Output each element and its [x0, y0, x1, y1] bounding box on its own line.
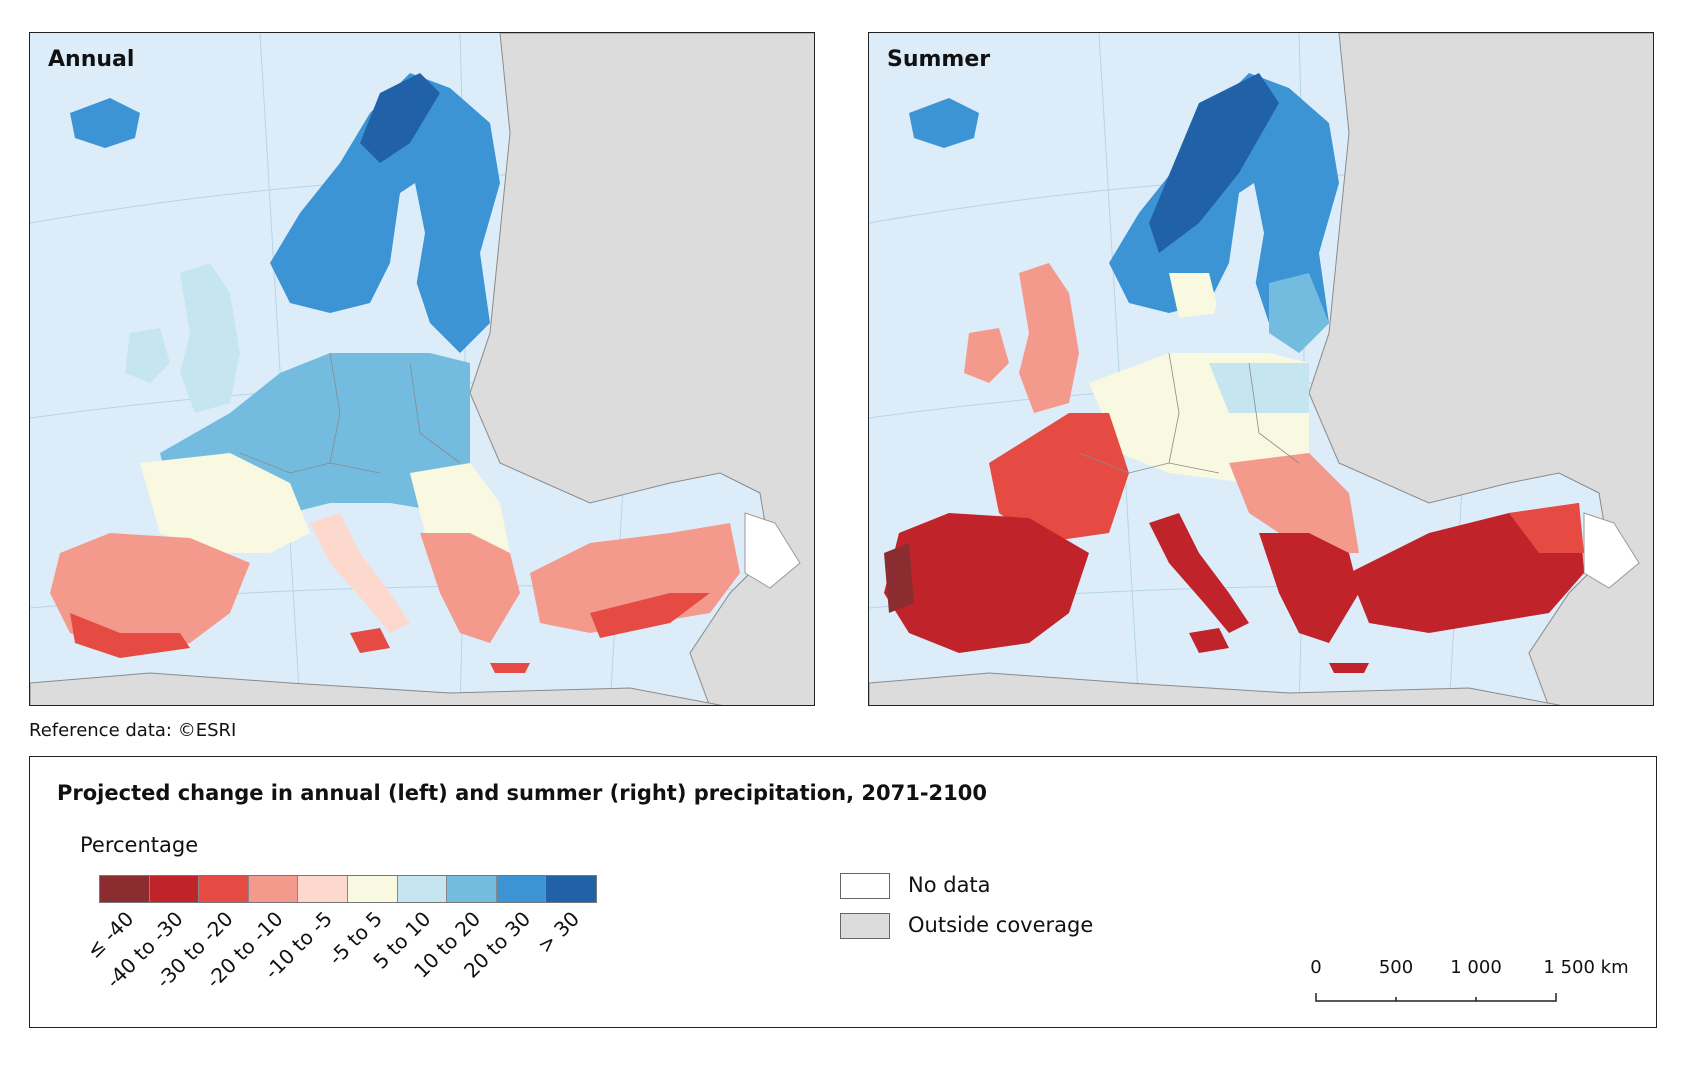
map-panel-summer: Summer [868, 32, 1654, 706]
legend-swatch [149, 876, 200, 902]
map-panel-annual: Annual [29, 32, 815, 706]
legend-subtitle: Percentage [80, 833, 199, 857]
panel-title-annual: Annual [48, 47, 135, 72]
no-data-label: No data [908, 873, 991, 897]
reference-credit: Reference data: ©ESRI [29, 720, 237, 741]
legend-swatch [447, 876, 497, 902]
color-scale [99, 875, 597, 903]
outside-coverage-label: Outside coverage [908, 913, 1094, 937]
scale-tick-label: 0 [1310, 957, 1322, 978]
scale-tick-label: 1 000 [1450, 957, 1502, 978]
legend-class-label: > 30 [532, 906, 585, 958]
legend-swatch [248, 876, 299, 902]
scale-tick-label: 1 500 km [1543, 957, 1629, 978]
map-summer [869, 33, 1653, 705]
no-data-swatch [840, 873, 890, 899]
scale-bar-line [1315, 993, 1557, 1002]
map-annual [30, 33, 814, 705]
legend-swatch [546, 876, 596, 902]
legend-swatch [397, 876, 448, 902]
legend-swatch [496, 876, 547, 902]
legend-swatch [347, 876, 398, 902]
outside-coverage-swatch [840, 913, 890, 939]
legend-swatch [199, 876, 249, 902]
panel-title-summer: Summer [887, 47, 991, 72]
legend-title: Projected change in annual (left) and su… [57, 781, 987, 805]
scale-bar: 0 500 1 000 1 500 km [1310, 957, 1629, 1007]
legend: Projected change in annual (left) and su… [29, 756, 1657, 1028]
legend-swatch [298, 876, 348, 902]
legend-swatch [100, 876, 150, 902]
scale-tick-label: 500 [1378, 957, 1414, 978]
